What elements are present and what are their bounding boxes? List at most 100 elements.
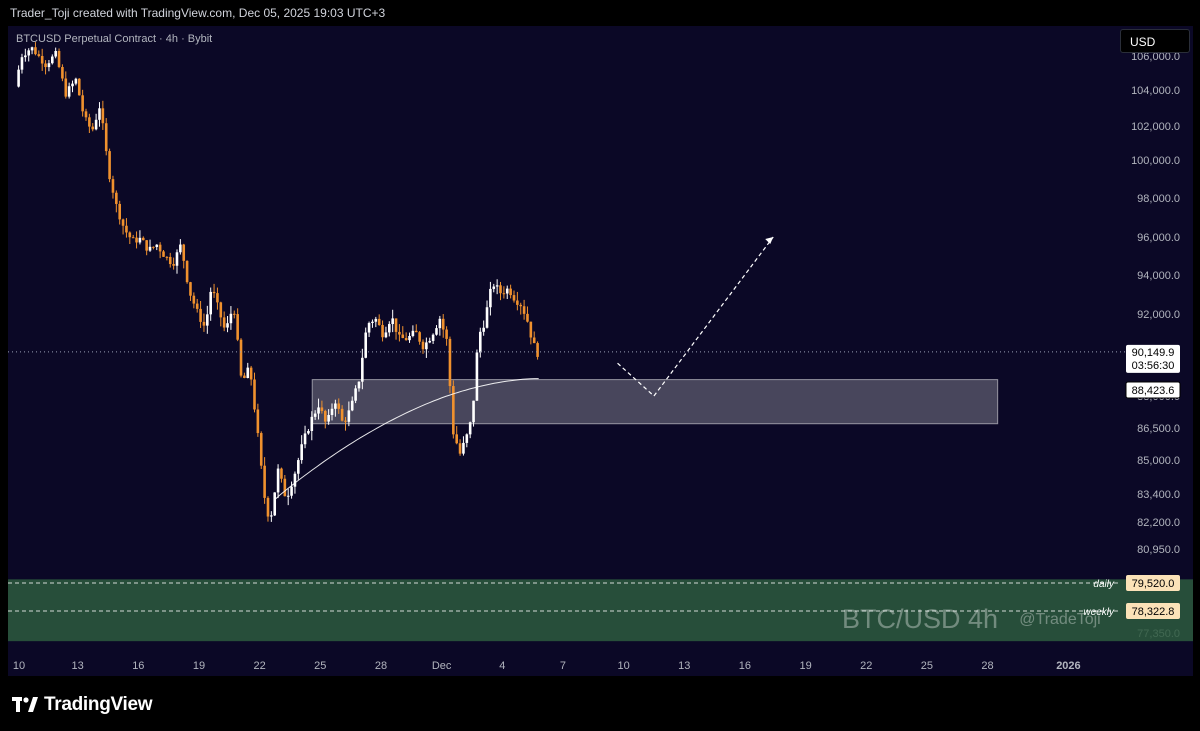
candle-body xyxy=(81,95,84,112)
candle xyxy=(152,246,155,250)
candle xyxy=(239,338,243,378)
candle-body xyxy=(502,293,506,295)
candle-body xyxy=(125,225,128,233)
candle xyxy=(185,260,189,284)
candle-body xyxy=(286,495,290,497)
candle xyxy=(64,71,68,99)
price-tick-label: 98,000.0 xyxy=(1137,193,1180,205)
candle xyxy=(303,425,307,449)
candle-body xyxy=(67,86,71,97)
candle xyxy=(148,239,152,252)
candle xyxy=(374,316,378,328)
last-price-value: 90,149.9 xyxy=(1132,347,1175,359)
candle-body xyxy=(293,473,297,487)
candle xyxy=(145,240,148,256)
candle xyxy=(27,48,31,62)
candle-body xyxy=(404,338,408,341)
candle xyxy=(313,410,317,420)
candle-body xyxy=(40,55,44,64)
candle-body xyxy=(431,334,435,341)
candle xyxy=(310,411,314,441)
candle xyxy=(71,80,74,93)
candle xyxy=(495,279,499,295)
candle xyxy=(101,100,105,130)
candle xyxy=(509,284,512,299)
candle-body xyxy=(192,295,196,304)
candle-body xyxy=(202,321,206,326)
candle xyxy=(438,315,442,336)
candle xyxy=(67,82,71,99)
candle xyxy=(138,230,142,245)
candle-body xyxy=(320,407,324,411)
candle-body xyxy=(448,338,452,387)
candle-body xyxy=(17,69,20,87)
candle-body xyxy=(273,492,277,516)
candle-body xyxy=(141,237,145,241)
candle xyxy=(61,64,64,82)
candle xyxy=(17,65,20,88)
candle xyxy=(441,314,445,338)
attribution-text: Trader_Toji created with TradingView.com… xyxy=(10,6,386,20)
projection-arrowhead xyxy=(765,237,774,244)
candle xyxy=(155,244,159,251)
candle-body xyxy=(411,330,415,336)
candle-body xyxy=(270,515,273,517)
candle-body xyxy=(24,55,27,58)
tradingview-logo[interactable]: TradingView xyxy=(12,694,153,716)
candle-body xyxy=(226,323,229,328)
candle-body xyxy=(57,50,61,68)
candle xyxy=(320,400,324,414)
candle-body xyxy=(438,318,442,329)
candle-body xyxy=(300,444,303,461)
candle xyxy=(88,113,91,134)
candle xyxy=(411,325,415,338)
candle xyxy=(74,77,78,86)
candle-body xyxy=(435,328,438,335)
candle xyxy=(428,337,432,344)
time-tick-label: 28 xyxy=(375,660,387,672)
candle-body xyxy=(452,386,455,435)
candle-body xyxy=(280,468,283,479)
footer: TradingView xyxy=(0,680,1200,731)
level-badge-daily xyxy=(1126,575,1180,591)
time-tick-label: 10 xyxy=(13,660,25,672)
candle xyxy=(232,310,236,319)
chart-area[interactable]: 10 13 16 19 22 25 28 Dec 4 7 10 13 16 19 22 25 28 2026 106… xyxy=(8,26,1193,676)
candle-body xyxy=(94,119,98,130)
tradingview-wordmark: TradingView xyxy=(44,694,153,715)
currency-button[interactable]: USD xyxy=(1120,29,1190,53)
candle xyxy=(364,327,368,359)
candle-body xyxy=(384,332,388,338)
candle xyxy=(175,249,179,274)
candle xyxy=(172,257,175,270)
candle xyxy=(532,331,536,344)
candle-body xyxy=(529,321,533,338)
candle xyxy=(115,190,118,213)
time-tick-label: 19 xyxy=(193,660,205,672)
price-tick-label: 85,000.0 xyxy=(1137,455,1180,467)
level-name-daily: daily xyxy=(1093,579,1115,590)
time-tick-label: 16 xyxy=(739,660,751,672)
candle-body xyxy=(229,313,233,324)
candle-body xyxy=(354,388,357,401)
price-tick-label: 96,000.0 xyxy=(1137,232,1180,244)
candle-body xyxy=(526,313,529,322)
price-chart[interactable]: 10 13 16 19 22 25 28 Dec 4 7 10 13 16 19 22 25 28 2026 106… xyxy=(8,26,1193,676)
candle-body xyxy=(27,50,31,56)
candle xyxy=(354,385,357,404)
candle-body xyxy=(101,108,105,124)
candle xyxy=(141,236,145,241)
candle-body xyxy=(98,108,101,120)
candle xyxy=(468,421,472,439)
candle xyxy=(259,431,263,469)
candle-body xyxy=(297,460,300,474)
candle xyxy=(455,426,458,445)
candle-body xyxy=(357,381,361,389)
candle xyxy=(121,218,125,235)
candle-body xyxy=(249,367,253,380)
candle-body xyxy=(441,318,445,330)
candle xyxy=(273,492,277,517)
candle-body xyxy=(509,288,512,296)
candle xyxy=(300,435,303,464)
candle xyxy=(536,341,539,360)
